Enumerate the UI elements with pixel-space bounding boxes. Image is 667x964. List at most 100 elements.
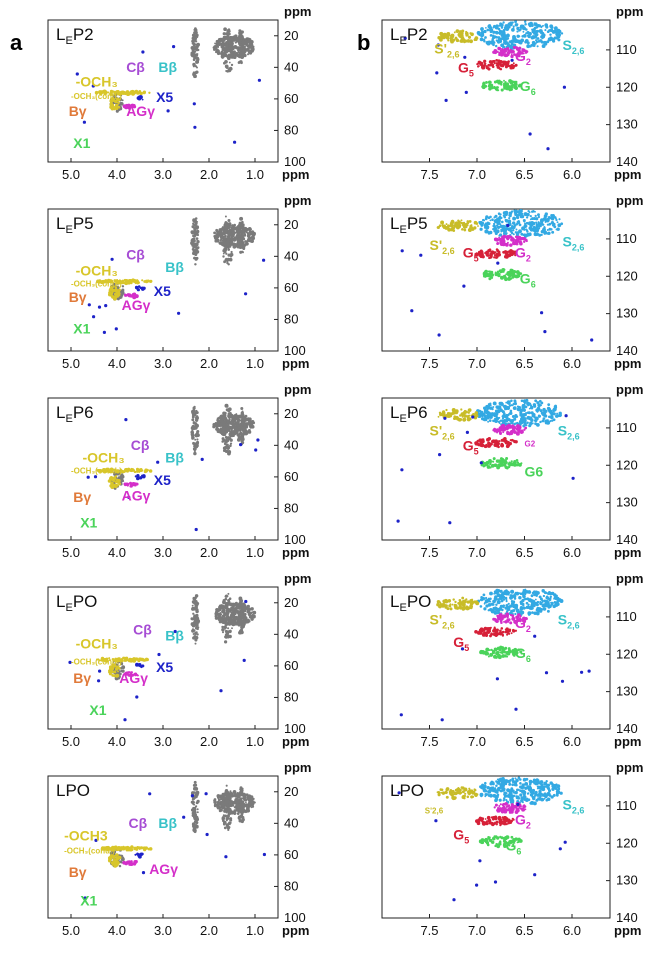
cross-peak	[227, 826, 230, 830]
cross-peak	[194, 824, 199, 829]
cross-peak	[229, 790, 232, 793]
y-unit-label: ppm	[284, 760, 311, 775]
cross-peak	[540, 401, 544, 405]
cross-peak	[248, 805, 251, 808]
cross-peak	[544, 219, 547, 222]
cross-peak	[217, 617, 222, 622]
peak-label: S2,6	[563, 37, 585, 56]
cross-peak	[486, 273, 491, 278]
cross-peak	[530, 210, 534, 213]
cross-peak	[234, 601, 238, 605]
cross-peak	[537, 215, 541, 219]
x-tick-label: 1.0	[246, 356, 264, 371]
cross-peak	[449, 228, 453, 232]
x-unit-label: ppm	[282, 545, 309, 560]
x-tick-label: 3.0	[154, 545, 172, 560]
cross-peak	[500, 242, 504, 247]
noise-peak	[438, 453, 442, 457]
cross-peak	[134, 672, 138, 676]
x-tick-label: 3.0	[154, 167, 172, 182]
cross-peak	[241, 792, 246, 796]
cross-peak	[541, 412, 545, 416]
cross-peak	[438, 411, 442, 414]
cross-peak	[221, 41, 226, 46]
cross-peak	[504, 219, 509, 223]
cross-peak	[498, 29, 502, 33]
cross-peak	[193, 250, 197, 254]
y-unit-label: ppm	[616, 193, 643, 208]
noise-peak	[465, 430, 469, 434]
cross-peak	[492, 26, 495, 29]
cross-peak	[487, 442, 490, 445]
cross-peak	[497, 407, 500, 410]
cross-peak	[491, 460, 494, 463]
cross-peak	[223, 826, 227, 830]
cross-peak	[500, 220, 504, 224]
cross-peak	[515, 463, 519, 467]
cross-peak	[531, 422, 534, 425]
cross-peak	[96, 658, 98, 661]
cross-peak	[498, 430, 501, 433]
cross-peak	[196, 419, 199, 422]
cross-peak	[215, 427, 219, 431]
cross-peak	[225, 784, 228, 787]
cross-peak	[501, 47, 503, 50]
cross-peak	[550, 214, 553, 217]
cross-peak	[196, 620, 200, 624]
cross-peak	[540, 222, 544, 226]
cross-peak	[196, 233, 200, 237]
cross-peak	[230, 419, 234, 423]
cross-peak	[516, 220, 521, 225]
noise-peak	[543, 330, 547, 334]
cross-peak	[475, 414, 479, 418]
cross-peak	[194, 796, 197, 799]
cross-peak	[512, 269, 517, 274]
cross-peak	[224, 227, 228, 230]
cross-peak	[538, 29, 543, 33]
cross-peak	[556, 221, 559, 224]
cross-peak	[557, 35, 561, 39]
cross-peak	[534, 210, 536, 213]
cross-peak	[109, 286, 114, 290]
cross-peak	[512, 233, 515, 236]
cross-peak	[250, 239, 254, 243]
cross-peak	[505, 415, 509, 420]
noise-peak	[506, 223, 510, 228]
cross-peak	[474, 411, 478, 414]
cross-peak	[507, 465, 511, 469]
plot-title-main: L	[56, 25, 65, 44]
cross-peak	[192, 65, 195, 68]
cross-peak	[195, 790, 200, 795]
cross-peak	[221, 816, 226, 821]
cross-peak	[503, 53, 507, 57]
plot-title-sub: E	[65, 224, 72, 236]
cross-peak	[111, 863, 114, 866]
peak-label-text: G	[520, 271, 531, 287]
cross-peak	[221, 417, 225, 421]
cross-peak	[141, 279, 144, 282]
cross-peak	[528, 32, 532, 36]
cross-peak	[221, 226, 224, 229]
cross-peak	[233, 236, 238, 241]
noise-peak	[564, 414, 568, 418]
cross-peak	[525, 234, 528, 238]
y-tick-label: 110	[616, 42, 637, 57]
cross-peak	[535, 221, 538, 224]
cross-peak	[110, 469, 114, 472]
cross-peak	[107, 467, 110, 471]
cross-peak	[192, 628, 194, 630]
cross-peak	[194, 426, 198, 430]
cross-peak	[226, 595, 229, 598]
noise-peak	[219, 689, 223, 693]
noise-peak	[400, 249, 404, 253]
cross-peak	[229, 817, 233, 821]
cross-peak	[527, 403, 530, 407]
y-tick-label: 110	[616, 231, 637, 246]
cross-peak	[113, 279, 117, 283]
cross-peak	[138, 846, 141, 850]
cross-peak	[233, 432, 237, 436]
cross-peak	[193, 405, 196, 408]
cross-peak	[126, 469, 129, 473]
